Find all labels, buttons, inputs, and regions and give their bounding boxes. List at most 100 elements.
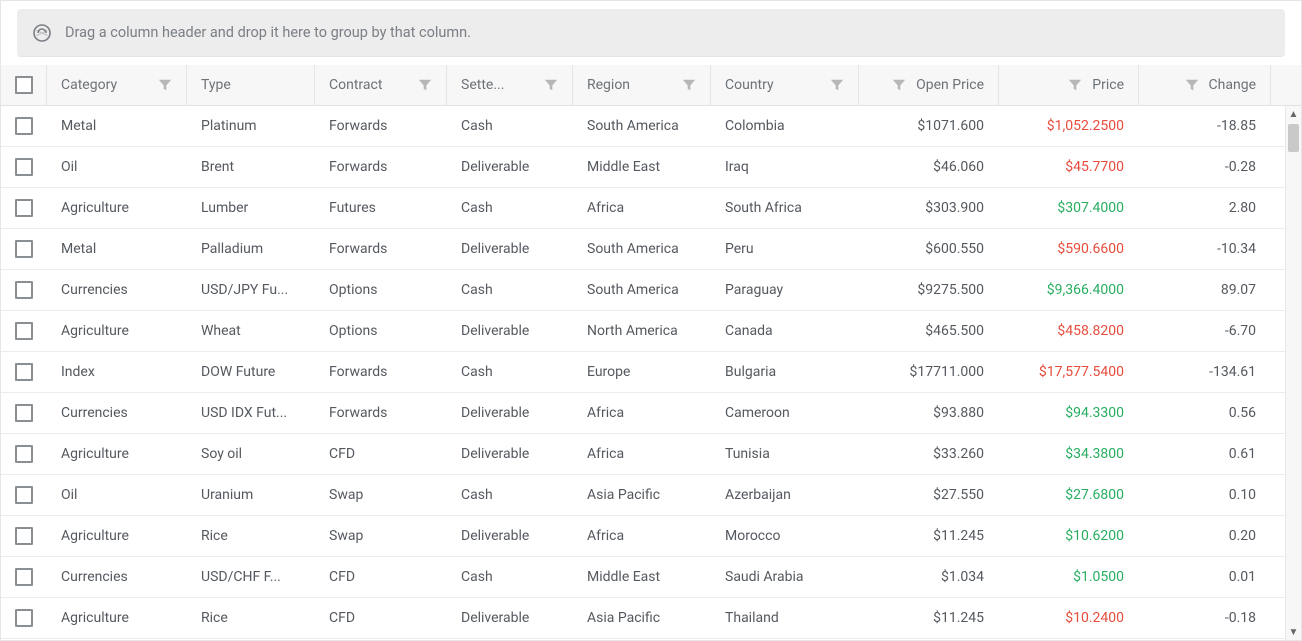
cell-contract: Forwards	[315, 229, 447, 269]
scroll-down-arrow[interactable]: ▼	[1286, 624, 1301, 640]
cell-checkbox[interactable]	[1, 516, 47, 556]
cell-checkbox[interactable]	[1, 270, 47, 310]
cell-country-value: Canada	[725, 323, 773, 339]
cell-type: Soy oil	[187, 434, 315, 474]
cell-type: Rice	[187, 516, 315, 556]
filter-icon[interactable]	[892, 78, 906, 92]
cell-settle-value: Deliverable	[461, 610, 529, 626]
header-change[interactable]: Change	[1139, 65, 1271, 105]
cell-checkbox[interactable]	[1, 475, 47, 515]
row-checkbox[interactable]	[15, 568, 33, 586]
cell-contract-value: CFD	[329, 569, 355, 585]
cell-type-value: USD IDX Fut...	[201, 405, 287, 421]
cell-type: USD/JPY Fu...	[187, 270, 315, 310]
cell-country: Iraq	[711, 147, 859, 187]
cell-region: Europe	[573, 352, 711, 392]
filter-icon[interactable]	[418, 78, 432, 92]
cell-checkbox[interactable]	[1, 229, 47, 269]
cell-checkbox[interactable]	[1, 598, 47, 638]
cell-checkbox[interactable]	[1, 434, 47, 474]
table-row[interactable]: OilBrentForwardsDeliverableMiddle EastIr…	[1, 147, 1285, 188]
table-row[interactable]: CurrenciesUSD/JPY Fu...OptionsCashSouth …	[1, 270, 1285, 311]
cell-category: Currencies	[47, 270, 187, 310]
select-all-checkbox[interactable]	[15, 76, 33, 94]
cell-region-value: South America	[587, 282, 679, 298]
row-checkbox[interactable]	[15, 281, 33, 299]
cell-contract: Swap	[315, 475, 447, 515]
vertical-scrollbar[interactable]: ▲ ▼	[1285, 106, 1301, 640]
cell-country-value: South Africa	[725, 200, 802, 216]
filter-icon[interactable]	[544, 78, 558, 92]
row-checkbox[interactable]	[15, 199, 33, 217]
header-settlement[interactable]: Sette...	[447, 65, 573, 105]
row-checkbox[interactable]	[15, 322, 33, 340]
cell-contract: Forwards	[315, 352, 447, 392]
row-checkbox[interactable]	[15, 527, 33, 545]
header-price[interactable]: Price	[999, 65, 1139, 105]
filter-icon[interactable]	[1185, 78, 1199, 92]
cell-checkbox[interactable]	[1, 147, 47, 187]
cell-country-value: Saudi Arabia	[725, 569, 804, 585]
cell-change: -134.61	[1139, 352, 1271, 392]
cell-settle: Cash	[447, 352, 573, 392]
cell-contract: Forwards	[315, 147, 447, 187]
group-panel[interactable]: Drag a column header and drop it here to…	[17, 9, 1285, 57]
cell-category-value: Agriculture	[61, 446, 129, 462]
header-type[interactable]: Type	[187, 65, 315, 105]
cell-region: North America	[573, 311, 711, 351]
cell-contract: Futures	[315, 188, 447, 228]
cell-checkbox[interactable]	[1, 106, 47, 146]
cell-checkbox[interactable]	[1, 557, 47, 597]
header-checkbox[interactable]	[1, 65, 47, 105]
cell-contract: CFD	[315, 434, 447, 474]
table-row[interactable]: MetalPalladiumForwardsDeliverableSouth A…	[1, 229, 1285, 270]
cell-country-value: Cameroon	[725, 405, 790, 421]
table-row[interactable]: CurrenciesUSD IDX Fut...ForwardsDelivera…	[1, 393, 1285, 434]
filter-icon[interactable]	[830, 78, 844, 92]
header-category[interactable]: Category	[47, 65, 187, 105]
row-checkbox[interactable]	[15, 158, 33, 176]
cell-price-value: $307.4000	[1057, 200, 1124, 216]
header-region[interactable]: Region	[573, 65, 711, 105]
filter-icon[interactable]	[1068, 78, 1082, 92]
cell-category-value: Currencies	[61, 405, 128, 421]
header-contract[interactable]: Contract	[315, 65, 447, 105]
cell-contract-value: Forwards	[329, 241, 387, 257]
table-row[interactable]: OilUraniumSwapCashAsia PacificAzerbaijan…	[1, 475, 1285, 516]
cell-change-value: -134.61	[1209, 364, 1256, 380]
header-country[interactable]: Country	[711, 65, 859, 105]
group-panel-hint: Drag a column header and drop it here to…	[65, 24, 471, 41]
table-row[interactable]: CurrenciesUSD/CHF F...CFDCashMiddle East…	[1, 557, 1285, 598]
cell-region: Asia Pacific	[573, 598, 711, 638]
row-checkbox[interactable]	[15, 486, 33, 504]
table-row[interactable]: AgricultureSoy oilCFDDeliverableAfricaTu…	[1, 434, 1285, 475]
cell-country-value: Peru	[725, 241, 754, 257]
scroll-thumb[interactable]	[1288, 124, 1299, 152]
cell-change-value: -0.18	[1225, 610, 1256, 626]
row-checkbox[interactable]	[15, 404, 33, 422]
row-checkbox[interactable]	[15, 445, 33, 463]
filter-icon[interactable]	[158, 78, 172, 92]
cell-checkbox[interactable]	[1, 352, 47, 392]
filter-icon[interactable]	[682, 78, 696, 92]
row-checkbox[interactable]	[15, 117, 33, 135]
table-row[interactable]: AgricultureWheatOptionsDeliverableNorth …	[1, 311, 1285, 352]
row-checkbox[interactable]	[15, 240, 33, 258]
scroll-up-arrow[interactable]: ▲	[1286, 106, 1301, 122]
cell-open: $1.034	[859, 557, 999, 597]
cell-settle: Cash	[447, 106, 573, 146]
table-row[interactable]: AgricultureLumberFuturesCashAfricaSouth …	[1, 188, 1285, 229]
cell-checkbox[interactable]	[1, 188, 47, 228]
table-row[interactable]: AgricultureRiceSwapDeliverableAfricaMoro…	[1, 516, 1285, 557]
header-open-price[interactable]: Open Price	[859, 65, 999, 105]
row-checkbox[interactable]	[15, 609, 33, 627]
table-row[interactable]: MetalPlatinumForwardsCashSouth AmericaCo…	[1, 106, 1285, 147]
row-checkbox[interactable]	[15, 363, 33, 381]
cell-checkbox[interactable]	[1, 311, 47, 351]
cell-open: $93.880	[859, 393, 999, 433]
cell-checkbox[interactable]	[1, 393, 47, 433]
cell-contract-value: Forwards	[329, 405, 387, 421]
table-row[interactable]: IndexDOW FutureForwardsCashEuropeBulgari…	[1, 352, 1285, 393]
table-row[interactable]: AgricultureRiceCFDDeliverableAsia Pacifi…	[1, 598, 1285, 639]
cell-open: $46.060	[859, 147, 999, 187]
